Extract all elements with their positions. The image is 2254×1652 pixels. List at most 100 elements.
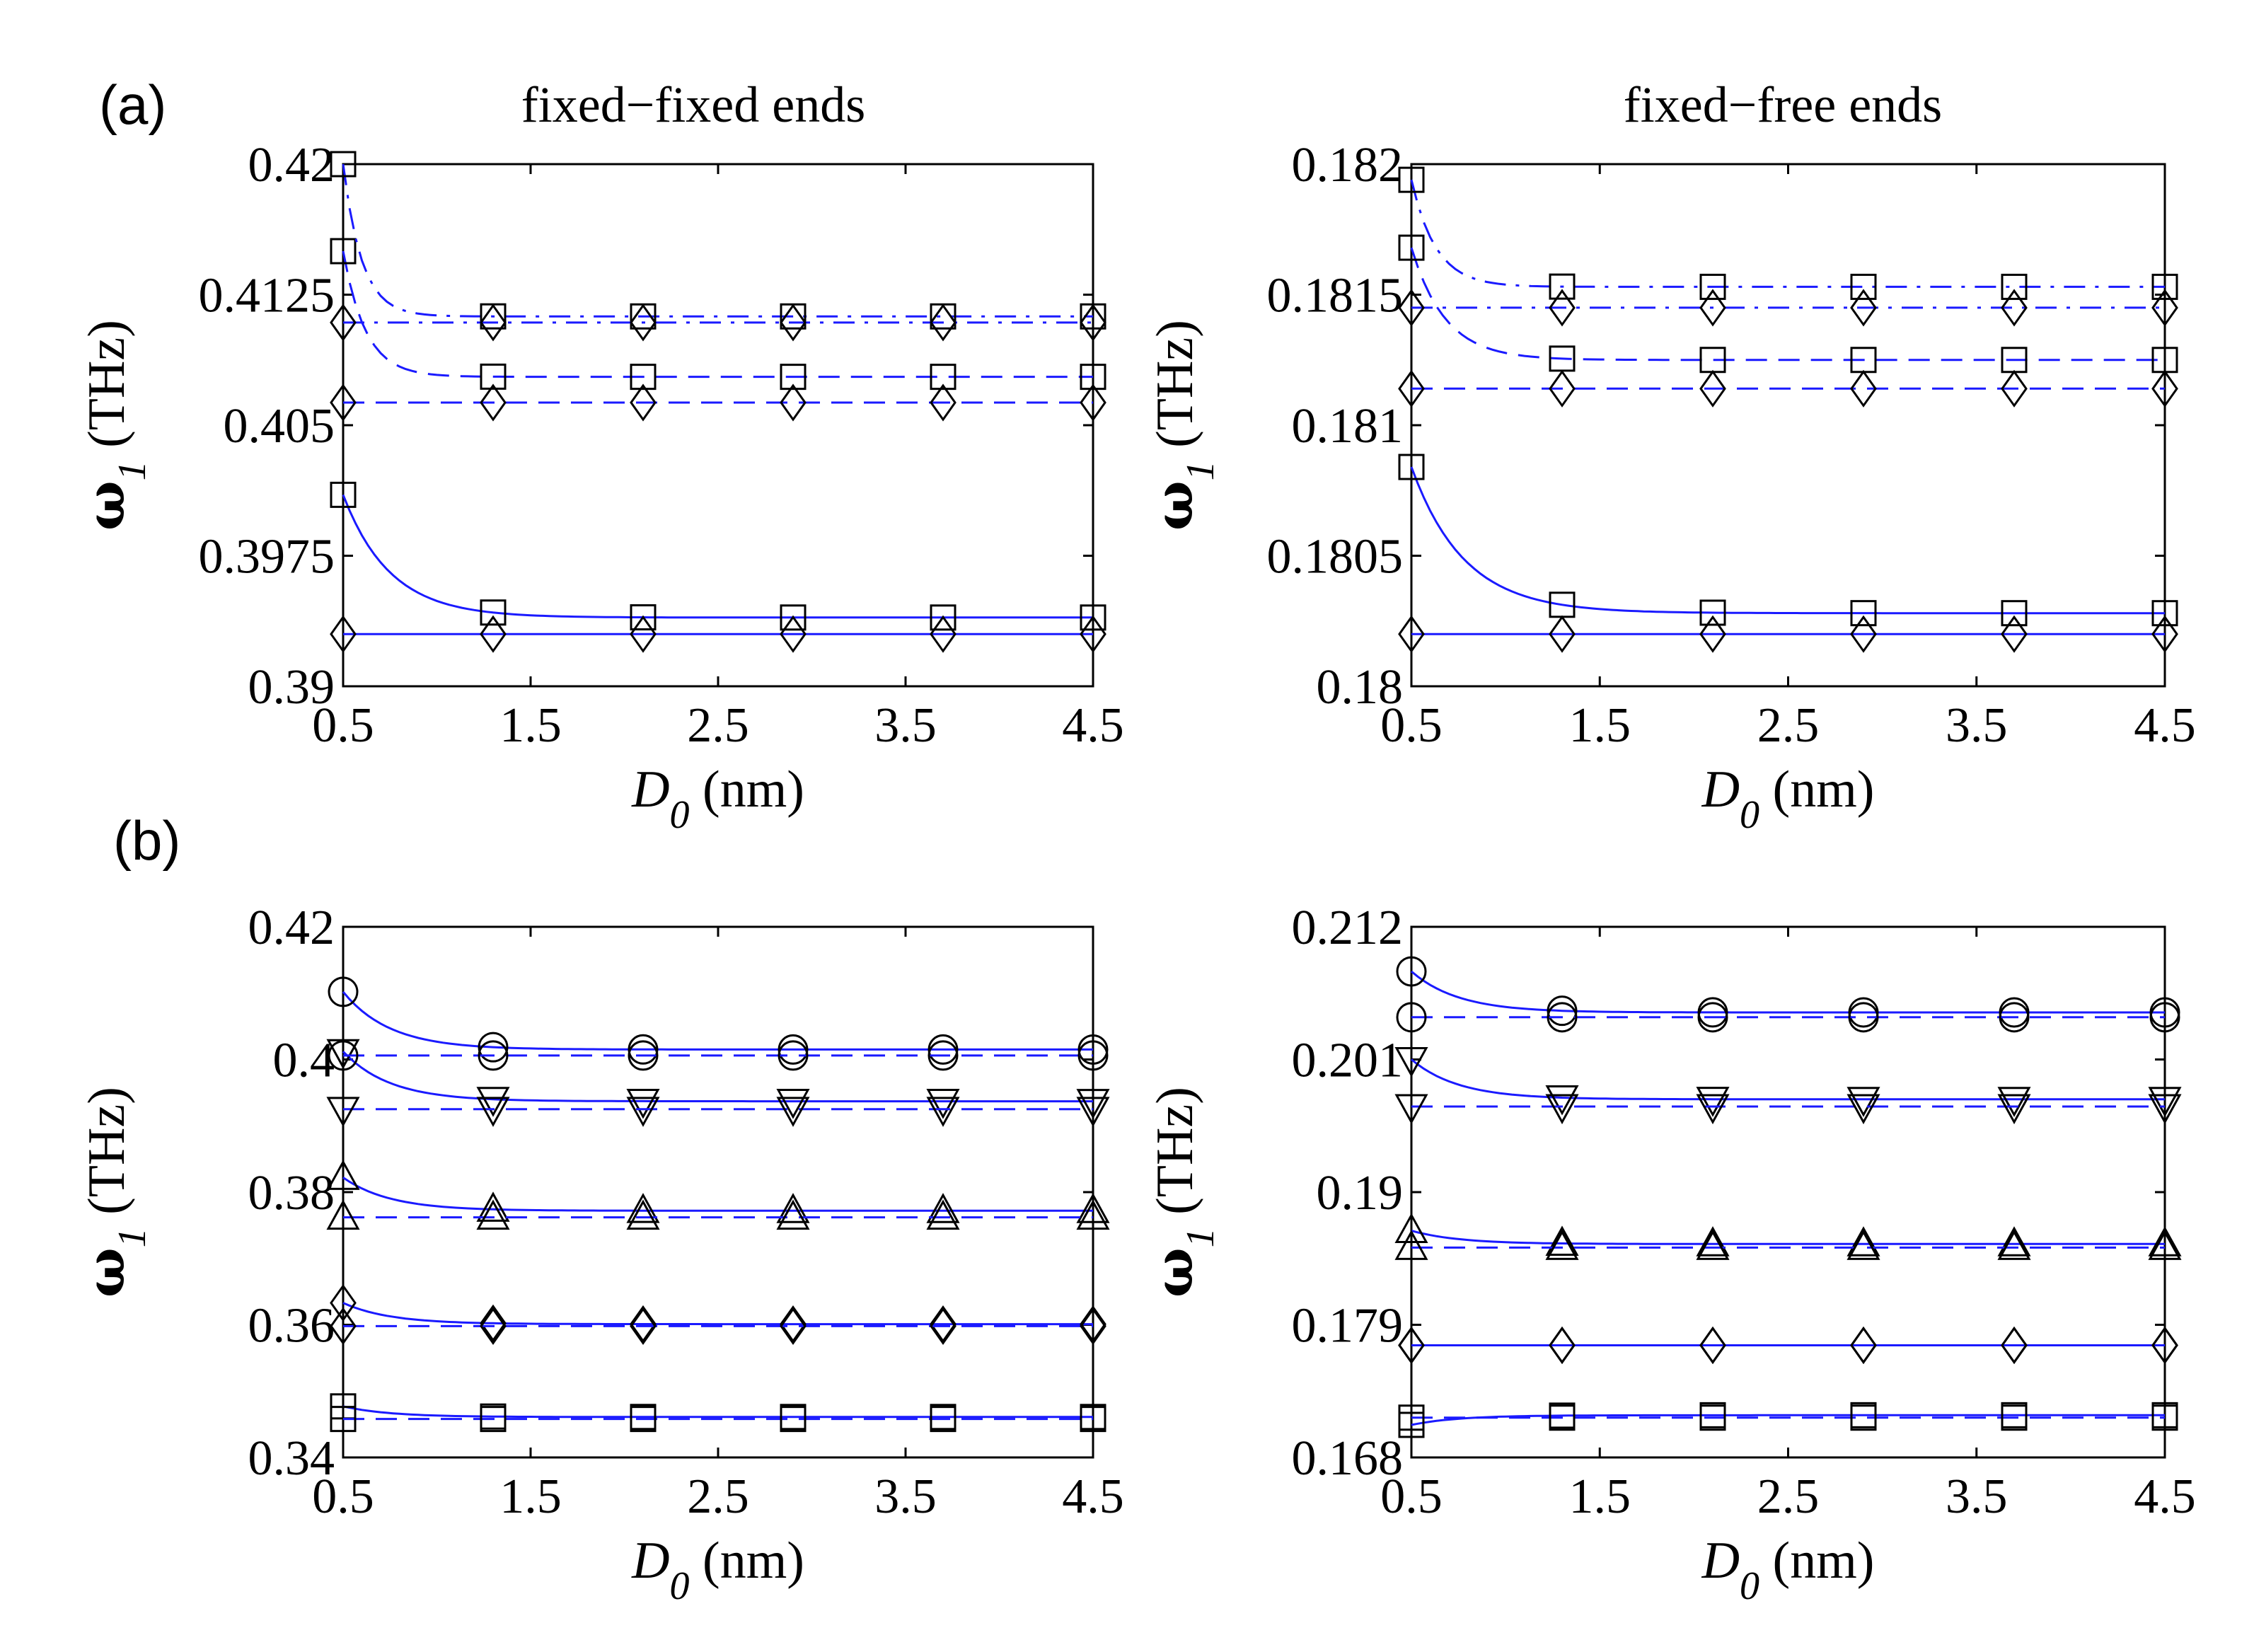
marker-diamond-dashdot-flat: [2001, 289, 2028, 327]
marker-diamond-dashdot-flat: [1699, 289, 1726, 327]
marker-triangle-down-mode4-solid: [926, 1089, 960, 1119]
y-tick-label: 0.18: [1317, 660, 1404, 715]
series-line-dashdot-curve: [342, 163, 1093, 318]
marker-square-solid-curve: [630, 604, 657, 631]
marker-triangle-up-mode3-dashed: [1545, 1230, 1579, 1260]
marker-triangle-down-mode4-solid: [1545, 1085, 1579, 1116]
series-line-dashdot-curve: [1410, 179, 2165, 288]
marker-circle-mode5-solid: [478, 1032, 509, 1063]
marker-square-solid-curve: [2001, 600, 2028, 627]
marker-square-solid-curve: [480, 599, 507, 626]
y-tick-label: 0.42: [248, 138, 335, 192]
marker-triangle-down-mode4-dashed: [926, 1097, 960, 1127]
marker-square-dashdot-curve: [1398, 166, 1425, 193]
marker-circle-mode5-solid: [328, 976, 359, 1007]
marker-triangle-down-mode4-solid: [1076, 1089, 1110, 1119]
y-tick-label: 0.34: [248, 1431, 335, 1486]
marker-diamond-dashed-flat: [1080, 383, 1106, 422]
x-axis-label: D0 (nm): [631, 1532, 804, 1608]
y-axis-label: ω1 (THz): [76, 1087, 154, 1298]
series-line-mode5-solid: [1411, 970, 2165, 1014]
x-axis-label: D0 (nm): [1701, 761, 1875, 837]
marker-triangle-down-mode4-dashed: [1696, 1094, 1730, 1125]
marker-diamond-mode2-dashed: [1699, 1326, 1726, 1365]
marker-circle-mode5-dashed: [1848, 1002, 1879, 1033]
marker-triangle-up-mode3-dashed: [2148, 1230, 2182, 1260]
marker-diamond-solid-flat: [1080, 615, 1106, 653]
series-line-solid-curve: [342, 494, 1093, 619]
marker-triangle-down-mode4-dashed: [1997, 1094, 2031, 1125]
y-axis-label: ω1 (THz): [76, 320, 154, 531]
marker-triangle-up-mode3-solid: [776, 1193, 810, 1223]
marker-square-dashed-curve: [1398, 234, 1425, 261]
y-tick-label: 0.38: [248, 1166, 335, 1220]
marker-triangle-up-mode3-solid: [2148, 1226, 2182, 1257]
y-tick-label: 0.19: [1317, 1166, 1404, 1220]
marker-square-dashdot-curve: [1850, 273, 1877, 300]
x-tick-label: 4.5: [2134, 1469, 2196, 1524]
series-line-dashed-curve: [342, 250, 1093, 379]
series-line-solid-curve: [1410, 466, 2165, 615]
marker-diamond-solid-flat: [930, 615, 956, 653]
marker-diamond-dashdot-flat: [330, 304, 357, 342]
marker-diamond-solid-flat: [480, 615, 507, 653]
marker-triangle-up-mode3-solid: [926, 1193, 960, 1223]
y-tick-label: 0.405: [224, 399, 335, 454]
marker-diamond-mode2-solid: [930, 1305, 956, 1344]
marker-diamond-solid-flat: [780, 615, 807, 653]
marker-triangle-down-mode4-solid: [1696, 1087, 1730, 1117]
marker-triangle-up-mode3-solid: [476, 1191, 510, 1222]
marker-triangle-up-mode3-dashed: [1076, 1199, 1110, 1230]
marker-circle-mode5-dashed: [927, 1040, 959, 1071]
marker-triangle-up-mode3-solid: [326, 1160, 360, 1190]
x-tick-label: 0.5: [1380, 1469, 1443, 1524]
marker-triangle-up-mode3-dashed: [926, 1199, 960, 1230]
y-tick-label: 0.4: [273, 1034, 335, 1088]
marker-triangle-up-mode3-dashed: [626, 1199, 660, 1230]
marker-diamond-dashed-flat: [2001, 369, 2028, 408]
marker-circle-mode5-dashed: [628, 1040, 659, 1071]
marker-square-mode1-dashed: [2151, 1404, 2178, 1431]
marker-square-mode1-dashed: [1699, 1404, 1726, 1431]
marker-diamond-mode2-solid: [480, 1304, 507, 1342]
chart-b-fixed-fixed: 0.5 1.5 2.5 3.5 4.5 0.34 0.36 0.38 0.4 0.42 D0 (nm…: [76, 901, 1124, 1608]
marker-diamond-dashed-flat: [1398, 369, 1425, 408]
marker-circle-mode5-dashed: [1077, 1040, 1109, 1071]
marker-triangle-down-mode4-dashed: [1394, 1094, 1428, 1125]
marker-diamond-dashed-flat: [1699, 369, 1726, 408]
marker-triangle-down-mode4-dashed: [1846, 1094, 1880, 1125]
marker-square-mode1-dashed: [1549, 1404, 1576, 1431]
column-title-fixed-free: fixed−free ends: [1624, 76, 1942, 133]
marker-circle-mode5-solid: [927, 1034, 959, 1065]
x-axis-label: D0 (nm): [631, 761, 804, 837]
marker-diamond-dashed-flat: [1549, 369, 1576, 408]
marker-triangle-down-mode4-solid: [1997, 1087, 2031, 1117]
marker-circle-mode5-dashed: [478, 1040, 509, 1071]
y-tick-label: 0.42: [248, 901, 335, 955]
x-tick-label: 1.5: [1569, 1469, 1631, 1524]
marker-diamond-mode2-solid: [1080, 1305, 1106, 1344]
x-tick-label: 2.5: [1757, 698, 1820, 753]
x-tick-label: 1.5: [499, 1469, 562, 1524]
x-tick-label: 0.5: [312, 1469, 374, 1524]
marker-diamond-dashdot-flat: [1398, 289, 1425, 327]
marker-diamond-solid-flat: [2001, 615, 2028, 653]
series-line-mode1-solid: [342, 1405, 1093, 1419]
panel-label-a: (a): [99, 74, 166, 136]
marker-square-mode1-dashed: [330, 1406, 357, 1433]
marker-triangle-down-mode4-dashed: [776, 1097, 810, 1127]
x-tick-label: 2.5: [1757, 1469, 1820, 1524]
marker-diamond-dashed-flat: [2151, 369, 2178, 408]
marker-square-mode1-dashed: [1850, 1404, 1877, 1431]
marker-square-mode1-dashed: [1398, 1404, 1425, 1431]
marker-diamond-dashed-flat: [330, 383, 357, 422]
y-tick-label: 0.181: [1292, 399, 1404, 454]
y-axis-label: ω1 (THz): [1144, 320, 1223, 531]
marker-diamond-dashed-flat: [1850, 369, 1877, 408]
marker-square-mode1-dashed: [780, 1406, 807, 1433]
series-line-mode3-solid: [1411, 1230, 2165, 1245]
y-tick-label: 0.201: [1292, 1034, 1404, 1088]
marker-square-solid-curve: [1850, 600, 1877, 627]
marker-diamond-mode2-dashed: [1850, 1326, 1877, 1365]
x-tick-label: 4.5: [1062, 698, 1124, 753]
